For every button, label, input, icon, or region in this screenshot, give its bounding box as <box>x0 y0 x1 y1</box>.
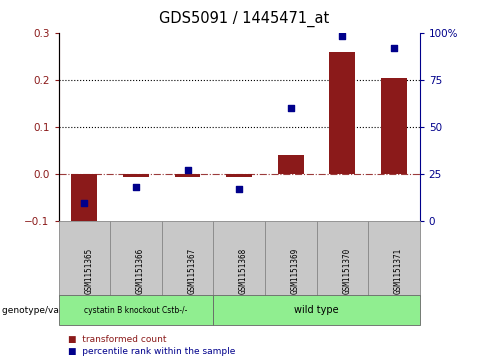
Point <box>235 187 243 192</box>
Bar <box>71 174 97 229</box>
Text: cystatin B knockout Cstb-/-: cystatin B knockout Cstb-/- <box>84 306 187 314</box>
Bar <box>381 77 407 174</box>
Point <box>183 168 191 174</box>
Point <box>287 105 295 111</box>
Text: GSM1151365: GSM1151365 <box>84 248 93 294</box>
Text: GSM1151366: GSM1151366 <box>136 248 145 294</box>
Point <box>390 45 398 51</box>
Text: GSM1151370: GSM1151370 <box>342 248 351 294</box>
Text: wild type: wild type <box>294 305 339 315</box>
Text: GDS5091 / 1445471_at: GDS5091 / 1445471_at <box>159 11 329 27</box>
Bar <box>278 155 304 174</box>
Text: ■  transformed count: ■ transformed count <box>68 335 167 344</box>
Text: GSM1151368: GSM1151368 <box>239 248 248 294</box>
Text: GSM1151367: GSM1151367 <box>187 248 197 294</box>
Point <box>338 33 346 39</box>
Text: genotype/variation ▶: genotype/variation ▶ <box>2 306 99 314</box>
Point <box>81 200 88 205</box>
Text: ■  percentile rank within the sample: ■ percentile rank within the sample <box>68 347 236 356</box>
Point <box>132 184 140 190</box>
Bar <box>175 174 201 177</box>
Bar <box>329 52 355 174</box>
Bar <box>123 174 149 177</box>
Bar <box>226 174 252 177</box>
Text: GSM1151371: GSM1151371 <box>394 248 403 294</box>
Text: GSM1151369: GSM1151369 <box>291 248 300 294</box>
